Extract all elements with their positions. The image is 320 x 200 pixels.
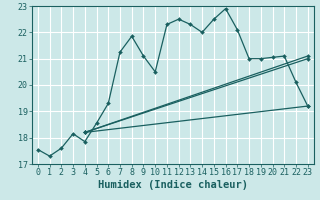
- X-axis label: Humidex (Indice chaleur): Humidex (Indice chaleur): [98, 180, 248, 190]
